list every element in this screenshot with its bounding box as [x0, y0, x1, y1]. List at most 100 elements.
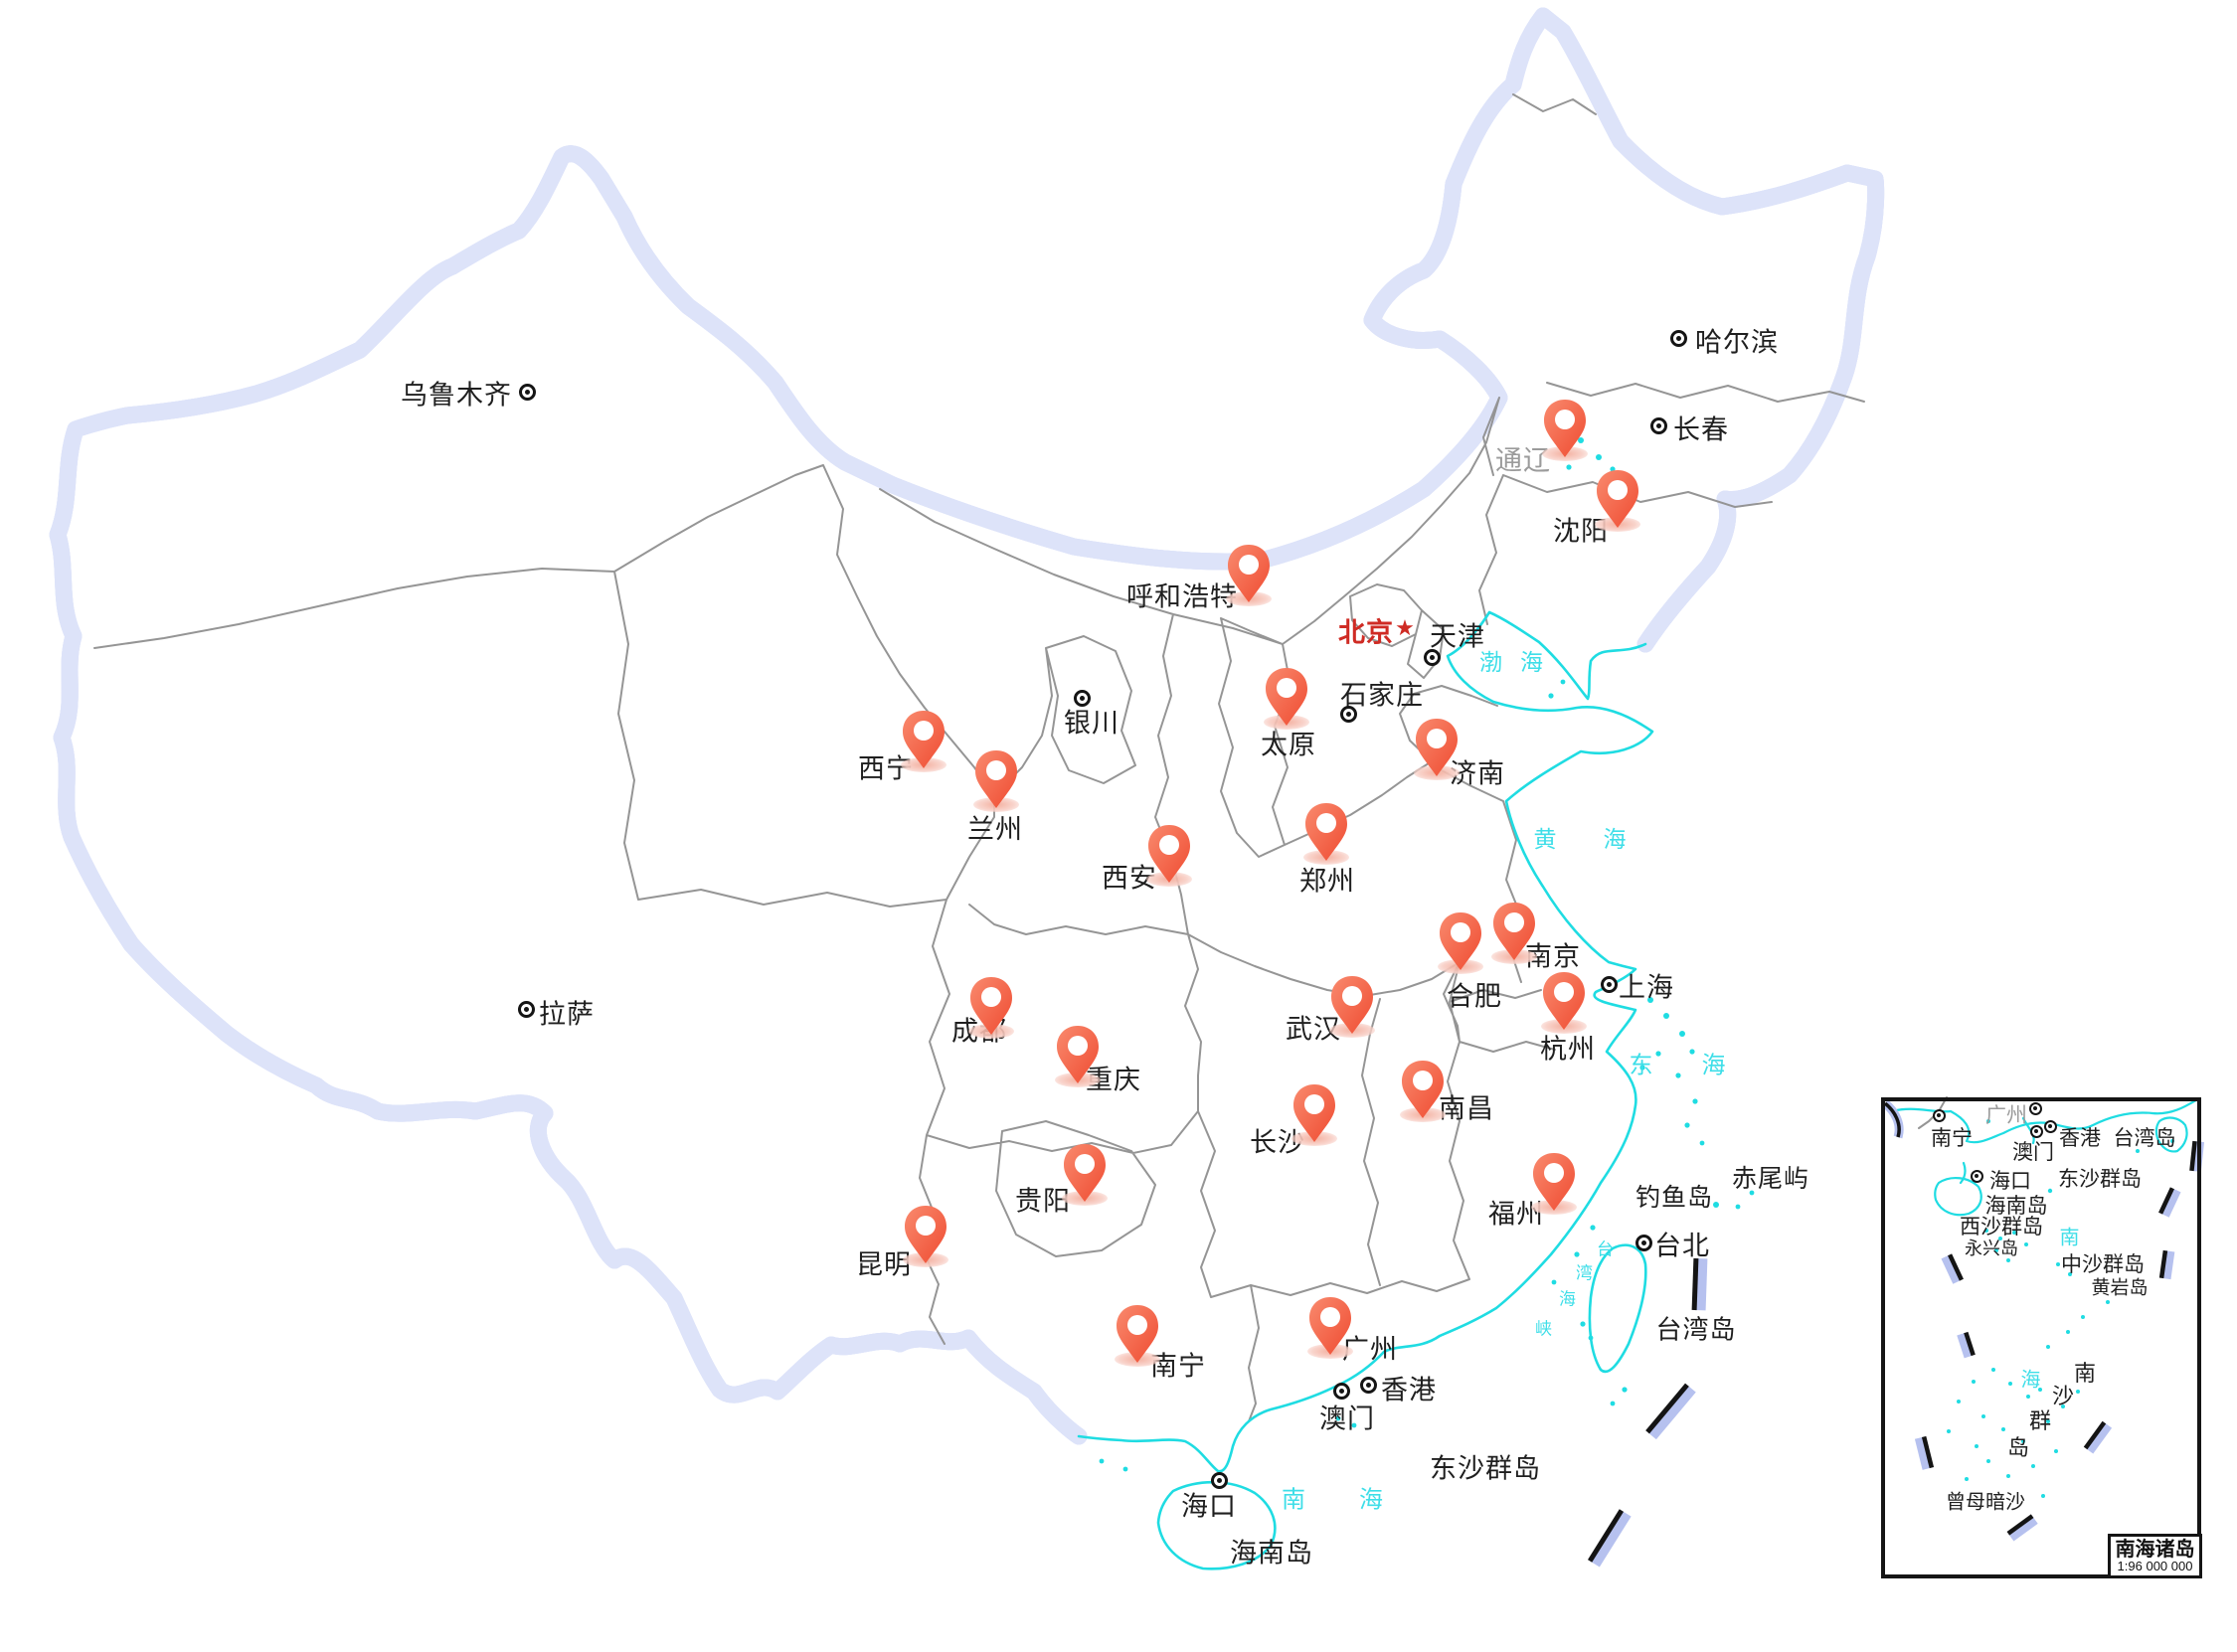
city-dot-icon — [517, 1000, 535, 1018]
island-label: 东沙群岛 — [1430, 1453, 1541, 1484]
city-dot-icon — [1073, 689, 1091, 707]
location-pin-icon[interactable] — [1328, 974, 1376, 1036]
location-pin-icon[interactable] — [900, 709, 947, 770]
location-pin-icon[interactable] — [1490, 901, 1538, 962]
location-pin-icon[interactable] — [1061, 1142, 1109, 1204]
city-label: 澳门 — [1319, 1404, 1375, 1434]
location-pin-icon[interactable] — [1530, 1151, 1578, 1213]
city-label: 银川 — [1064, 708, 1119, 739]
city-label: 郑州 — [1299, 866, 1355, 897]
location-pin-icon[interactable] — [1540, 970, 1588, 1032]
inset-vertical-label-char: 沙 — [2051, 1384, 2075, 1408]
inset-vertical-label-char: 岛 — [2006, 1435, 2030, 1460]
city-label: 香港 — [1381, 1375, 1437, 1405]
sea-label-strait-char: 海 — [1559, 1289, 1577, 1309]
city-dot-icon — [2029, 1124, 2043, 1138]
sea-label-strait-char: 峡 — [1535, 1319, 1553, 1339]
location-pin-icon[interactable] — [972, 748, 1020, 810]
inset-city-label: 澳门 — [2012, 1141, 2054, 1164]
inset-island-label: 黄岩岛 — [2091, 1277, 2149, 1299]
location-pin-icon[interactable] — [1225, 543, 1273, 604]
location-pin-icon[interactable] — [1291, 1082, 1338, 1144]
inset-city-label: 广州 — [1985, 1104, 2027, 1127]
city-label: 通辽 — [1495, 445, 1551, 476]
sea-label: 南海 — [1282, 1486, 1437, 1514]
location-pin-icon[interactable] — [1306, 1295, 1354, 1357]
inset-island-label: 海南岛 — [1984, 1195, 2048, 1218]
city-label: 太原 — [1261, 730, 1316, 760]
location-pin-icon[interactable] — [1302, 801, 1350, 863]
city-dot-icon — [1332, 1382, 1350, 1400]
city-label: 昆明 — [856, 1249, 912, 1280]
city-label: 哈尔滨 — [1695, 327, 1779, 358]
city-dot-icon — [1649, 416, 1667, 434]
inset-map-south-china-sea — [1881, 1097, 2201, 1578]
capital-star-icon: ★ — [1395, 615, 1415, 640]
island-label: 海南岛 — [1230, 1538, 1313, 1569]
city-dot-icon — [1635, 1234, 1652, 1251]
city-dot-icon — [518, 383, 536, 401]
island-label: 台湾岛 — [1655, 1314, 1737, 1345]
city-label: 南昌 — [1439, 1093, 1494, 1124]
sea-label: 渤海 — [1479, 649, 1561, 675]
inset-nine-dash-line — [1914, 1140, 2205, 1542]
location-pin-icon[interactable] — [902, 1204, 949, 1265]
city-label: 呼和浩特 — [1126, 581, 1238, 612]
location-pin-icon[interactable] — [1145, 823, 1193, 885]
city-dot-icon — [1970, 1169, 1983, 1183]
city-label: 贵阳 — [1015, 1186, 1071, 1217]
inset-sea-label-char: 海 — [2020, 1369, 2042, 1392]
inset-island-label: 曾母暗沙 — [1946, 1491, 2025, 1514]
city-dot-icon — [1932, 1108, 1946, 1122]
sea-label: 东海 — [1629, 1052, 1775, 1079]
location-pin-icon[interactable] — [1437, 910, 1484, 972]
location-pin-icon[interactable] — [967, 975, 1015, 1037]
city-label: 兰州 — [967, 814, 1023, 845]
inset-city-label: 海口 — [1989, 1170, 2031, 1193]
city-label: 上海 — [1619, 972, 1674, 1003]
inset-city-label: 南宁 — [1931, 1127, 1973, 1150]
location-pin-icon[interactable] — [1541, 398, 1589, 459]
location-pin-icon[interactable] — [1054, 1024, 1102, 1085]
province-borders — [93, 93, 1948, 1422]
inset-island-label: 西沙群岛 — [1960, 1216, 2043, 1239]
sea-label: 黄海 — [1533, 826, 1673, 852]
inset-border-piece — [1882, 1099, 1904, 1139]
city-dot-icon — [2043, 1119, 2057, 1133]
location-pin-icon[interactable] — [1399, 1059, 1447, 1120]
national-border — [49, 7, 1876, 1445]
inset-island-label: 台湾岛 — [2113, 1127, 2176, 1150]
city-label: 长春 — [1673, 414, 1729, 445]
location-pin-icon[interactable] — [1263, 666, 1310, 728]
island-label: 赤尾屿 — [1731, 1165, 1810, 1193]
city-label: 杭州 — [1540, 1034, 1596, 1065]
inset-island-label: 东沙群岛 — [2058, 1168, 2142, 1191]
location-pin-icon[interactable] — [1413, 717, 1461, 778]
city-dot-icon — [1359, 1376, 1377, 1394]
city-label: 台北 — [1654, 1231, 1710, 1261]
location-pin-icon[interactable] — [1594, 468, 1641, 530]
city-label: 乌鲁木齐 — [401, 380, 512, 411]
sea-label-strait-char: 台 — [1597, 1239, 1615, 1259]
location-pin-icon[interactable] — [1114, 1303, 1161, 1365]
city-label: 海口 — [1181, 1491, 1237, 1522]
city-dot-icon — [1210, 1471, 1228, 1489]
inset-scale-ratio: 1:96 000 000 — [2117, 1559, 2193, 1574]
inset-island-label: 中沙群岛 — [2061, 1253, 2145, 1276]
city-label: 天津 — [1430, 621, 1485, 652]
sea-label-strait-char: 湾 — [1576, 1263, 1594, 1283]
island-label: 钓鱼岛 — [1635, 1184, 1714, 1212]
city-dot-icon — [1423, 648, 1441, 666]
inset-islet-dots — [1947, 1119, 2174, 1498]
city-dot-icon — [1669, 329, 1687, 347]
inset-island-label: 永兴岛 — [1965, 1239, 2018, 1258]
city-label: 石家庄 — [1340, 680, 1424, 711]
inset-vertical-label-char: 南 — [2073, 1361, 2097, 1386]
inset-scale-box: 南海诸岛 1:96 000 000 — [2108, 1534, 2202, 1578]
city-dot-icon — [2028, 1101, 2042, 1115]
inset-scale-title: 南海诸岛 — [2115, 1538, 2195, 1561]
city-dot-icon — [1600, 975, 1618, 993]
city-label: 拉萨 — [539, 999, 595, 1030]
